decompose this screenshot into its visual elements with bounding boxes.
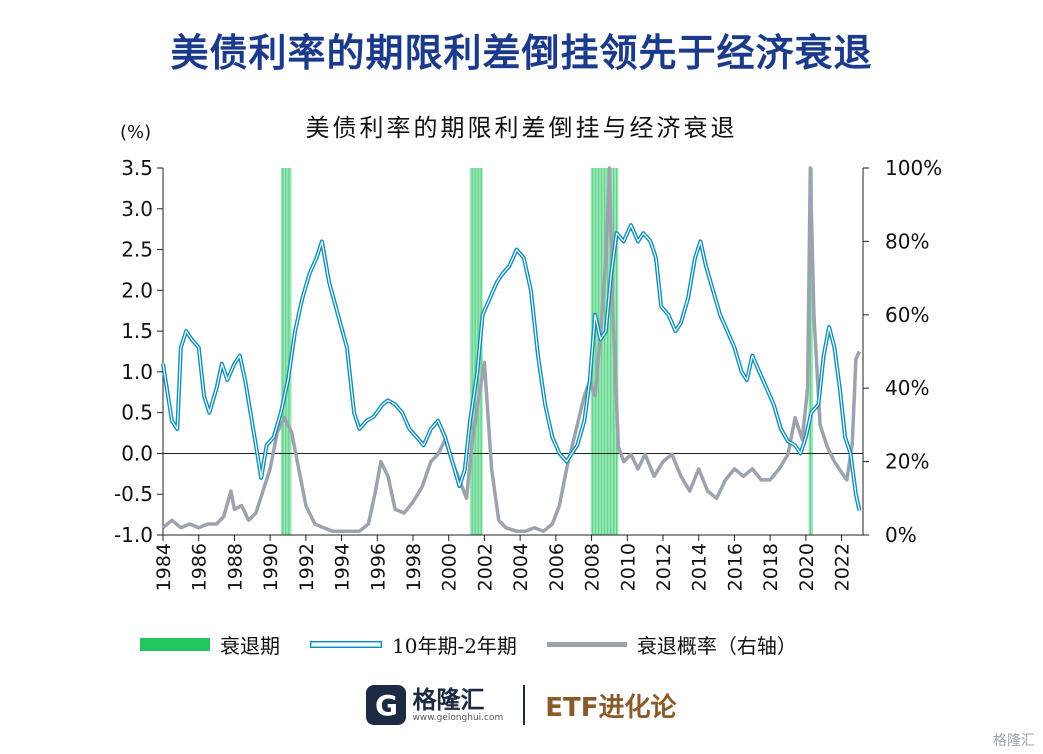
x-tick-label: 1996 [367,543,389,591]
x-tick-label: 1990 [260,543,282,591]
y-tick-label: 0.0 [121,441,153,465]
y2-tick-label: 80% [885,229,929,253]
x-tick-label: 2022 [832,543,854,591]
x-tick-label: 2006 [546,543,568,591]
brand-url: www.gelonghui.com [412,713,504,723]
x-tick-label: 2012 [653,543,675,591]
legend-probability-label: 衰退概率（右轴） [636,633,797,658]
x-axis-ticks: 1984 1986 1988 1990 1992 1994 1996 1998 2000 2002… [153,535,854,591]
footer-divider [523,685,526,725]
x-tick-label: 1998 [403,543,425,591]
watermark: 格隆汇 [993,733,1035,749]
x-tick-label: 1994 [332,543,354,591]
y2-tick-label: 40% [885,376,929,400]
brand-logo-icon: G [366,685,407,725]
x-tick-label: 2014 [689,543,711,591]
footer: G 格隆汇 www.gelonghui.com ETF进化论 [0,680,1043,730]
x-tick-label: 2000 [439,543,461,591]
partner-name: ETF进化论 [545,692,677,723]
x-tick-label: 1988 [224,543,246,591]
y2-tick-label: 100% [885,156,942,180]
x-tick-label: 2018 [760,543,782,591]
x-tick-label: 2008 [582,543,604,591]
recession-bands [280,168,813,535]
y-tick-label: -0.5 [114,482,153,506]
y-tick-label: 2.0 [121,278,153,302]
legend-recession: 衰退期 [140,630,280,659]
right-axis-ticks: 100% 80% 60% 40% 20% 0% [863,156,942,547]
y-tick-label: -1.0 [114,523,153,547]
headline: 美债利率的期限利差倒挂领先于经济衰退 [170,31,873,75]
y-tick-label: 2.5 [121,238,153,262]
legend-probability: 衰退概率（右轴） [546,630,797,659]
x-tick-label: 1984 [153,543,175,591]
x-tick-label: 1986 [189,543,211,591]
x-tick-label: 2016 [724,543,746,591]
probability-series [161,166,861,534]
x-tick-label: 1992 [296,543,318,591]
chart-legend: 衰退期 10年期-2年期 衰退概率（右轴） [140,630,827,658]
legend-recession-label: 衰退期 [220,633,280,658]
y2-tick-label: 60% [885,303,929,327]
y2-tick-label: 20% [885,450,929,474]
y-tick-label: 1.5 [121,319,153,343]
y-tick-label: 3.0 [121,197,153,221]
spread-series [161,223,862,511]
brand-name: 格隆汇 [412,686,485,714]
y-tick-label: 3.5 [121,156,153,180]
spread-swatch [310,640,382,648]
x-tick-label: 2004 [510,543,532,591]
legend-spread: 10年期-2年期 [310,630,517,659]
legend-spread-label: 10年期-2年期 [392,633,517,658]
y-unit-label: (%) [120,122,151,143]
y-tick-label: 1.0 [121,360,153,384]
spread-line [161,223,862,511]
recession-swatch [140,637,210,651]
y2-tick-label: 0% [885,523,917,547]
x-tick-label: 2002 [474,543,496,591]
left-axis-ticks: 3.5 3.0 2.5 2.0 1.5 1.0 0.5 0.0 -0.5 -1.0 [114,156,163,547]
yield-spread-chart: (%) 3.5 3.0 2.5 2.0 1.5 1.0 0.5 0.0 -0.5 -1.0 100… [114,122,942,591]
chart-title: 美债利率的期限利差倒挂与经济衰退 [305,114,738,142]
axes [162,168,864,536]
probability-swatch [546,641,627,647]
x-tick-label: 2020 [796,543,818,591]
y-tick-label: 0.5 [121,401,153,425]
spread-line-highlight [162,224,860,511]
probability-line [161,166,861,534]
brand: G 格隆汇 www.gelonghui.com [366,685,503,725]
x-tick-label: 2010 [617,543,639,591]
